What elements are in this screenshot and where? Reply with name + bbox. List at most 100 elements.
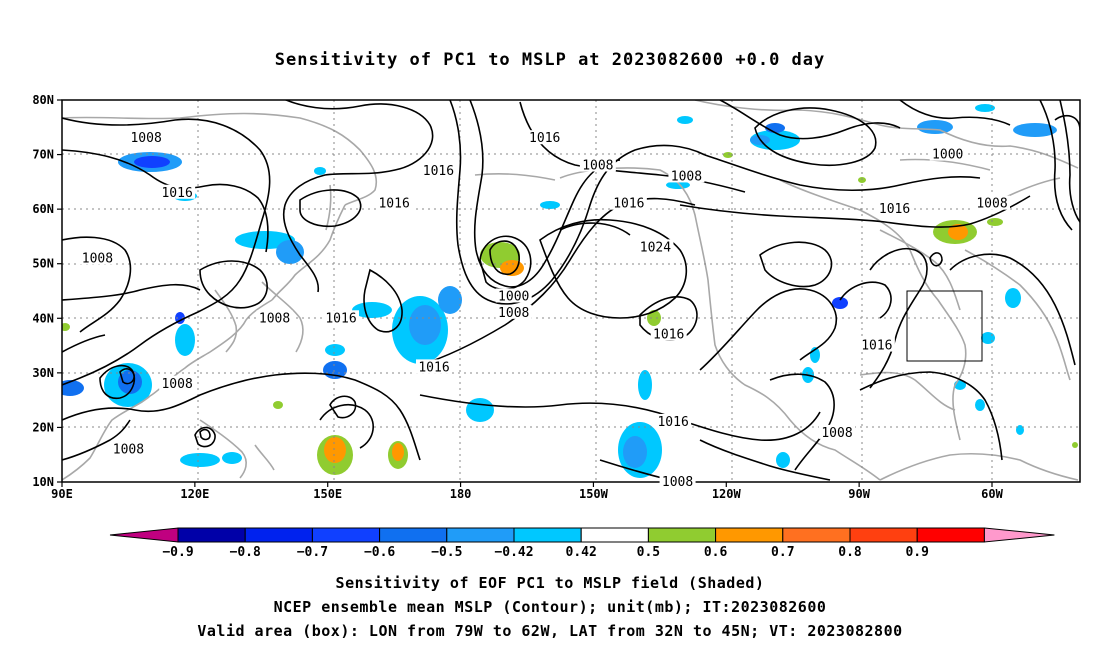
contour-label: 1016 [529, 131, 560, 146]
contour-label: 1008 [821, 426, 852, 441]
colorbar-label: 0.5 [637, 545, 660, 560]
contour-label-bg [655, 413, 692, 428]
lon-tick-label: 120E [180, 487, 209, 501]
contour-label: 1016 [378, 197, 409, 212]
lon-tick-label: 90W [848, 487, 870, 501]
colorbar-cell [379, 527, 448, 543]
contour-label: 1016 [418, 360, 449, 375]
contour-label-bg [159, 184, 196, 199]
contour-label: 1008 [130, 131, 161, 146]
valid-area-box [906, 290, 983, 362]
contour-label: 1016 [613, 197, 644, 212]
contour-label-bg [929, 146, 966, 161]
contour-label: 1016 [879, 202, 910, 217]
contour-label: 1016 [861, 339, 892, 354]
contour-label: 1008 [161, 377, 192, 392]
lat-tick-label: 10N [32, 475, 54, 489]
caption-valid-area: Valid area (box): LON from 79W to 62W, L… [197, 622, 903, 640]
colorbar-label: −0.9 [162, 545, 193, 560]
colorbar-label: 0.8 [838, 545, 862, 560]
lon-tick-label: 120W [712, 487, 742, 501]
contour-label-bg [876, 201, 913, 216]
plot-frame [61, 99, 1081, 483]
contour-label-bg [110, 441, 147, 456]
colorbar-label: −0.42 [494, 545, 533, 560]
colorbar-label: −0.7 [297, 545, 328, 560]
colorbar-cell [849, 527, 918, 543]
contour-label-bg [256, 310, 293, 325]
shaded-sensitivity-layer [62, 104, 1078, 478]
mslp-contour-layer [62, 100, 1080, 481]
lat-tick-label: 70N [32, 148, 54, 162]
colorbar-label: −0.6 [364, 545, 395, 560]
contour-label-bg [495, 288, 532, 303]
contour-label-bg [637, 239, 674, 254]
caption-shading: Sensitivity of EOF PC1 to MSLP field (Sh… [335, 574, 765, 592]
colorbar-cell [782, 527, 851, 543]
contour-label: 1000 [932, 148, 963, 163]
colorbar-label: −0.8 [230, 545, 261, 560]
contour-label: 1008 [662, 475, 693, 490]
contour-label-bg [159, 375, 196, 390]
contour-label-bg [376, 195, 413, 210]
contour-label-bg [420, 162, 457, 177]
colorbar-label: −0.5 [431, 545, 462, 560]
contour-label: 1008 [113, 442, 144, 457]
contour-label-bg [128, 130, 165, 145]
colorbar-cell [580, 527, 649, 543]
colorbar-label: 0.42 [566, 545, 597, 560]
colorbar-cell [916, 527, 985, 543]
contour-label-bg [79, 250, 116, 265]
lon-tick-label: 90E [51, 487, 73, 501]
colorbar-cell [446, 527, 515, 543]
colorbar-label: 0.7 [771, 545, 794, 560]
colorbar-cell [311, 527, 381, 543]
colorbar-cell [177, 527, 246, 543]
contour-label-bg [579, 157, 616, 172]
colorbar-cell [647, 527, 717, 543]
contour-label-bg [974, 195, 1010, 210]
lat-tick-label: 30N [32, 366, 54, 380]
contour-label-bg [323, 310, 359, 325]
lat-lon-grid [62, 100, 1080, 482]
contour-label: 1024 [640, 240, 671, 255]
colorbar-right-triangle [983, 527, 1055, 543]
lat-tick-label: 50N [32, 257, 54, 271]
lat-tick-label: 80N [32, 93, 54, 107]
contour-label: 1008 [498, 306, 529, 321]
contour-label-bg [659, 474, 696, 488]
colorbar-left-triangle [109, 527, 179, 543]
colorbar-cell [513, 527, 582, 543]
colorbar-cell [244, 527, 313, 543]
lat-tick-label: 40N [32, 311, 54, 325]
contour-label: 1016 [653, 328, 684, 343]
colorbar: −0.9 −0.8 −0.7 −0.6 −0.5 −0.42 0.42 0.5 0.6 0.7 0.… [109, 527, 1055, 560]
contour-label: 1008 [582, 158, 613, 173]
contour-label-bg [650, 326, 687, 341]
lon-tick-label: 180 [450, 487, 472, 501]
coastline-layer [62, 100, 1079, 481]
lat-tick-label: 60N [32, 202, 54, 216]
plot-title: Sensitivity of PC1 to MSLP at 2023082600… [274, 50, 826, 70]
contour-label: 1008 [671, 169, 702, 184]
contour-label-bg [526, 130, 563, 145]
lon-tick-label: 150E [313, 487, 342, 501]
contour-label-bg [610, 195, 647, 210]
contour-label: 1008 [976, 197, 1007, 212]
contour-label: 1016 [423, 164, 454, 179]
contour-label: 1008 [82, 251, 113, 266]
contour-label-bg [416, 359, 452, 374]
lon-tick-label: 150W [579, 487, 609, 501]
contour-label-bg [495, 304, 532, 319]
lon-tick-label: 60W [981, 487, 1003, 501]
contour-label: 1000 [498, 289, 529, 304]
contour-label-bg [668, 168, 705, 183]
contour-label-bg [858, 337, 895, 352]
caption-contour: NCEP ensemble mean MSLP (Contour); unit(… [273, 598, 827, 616]
colorbar-label: 0.9 [905, 545, 928, 560]
contour-label-bg [819, 424, 855, 439]
contour-label: 1016 [325, 311, 356, 326]
lat-tick-label: 20N [32, 420, 54, 434]
